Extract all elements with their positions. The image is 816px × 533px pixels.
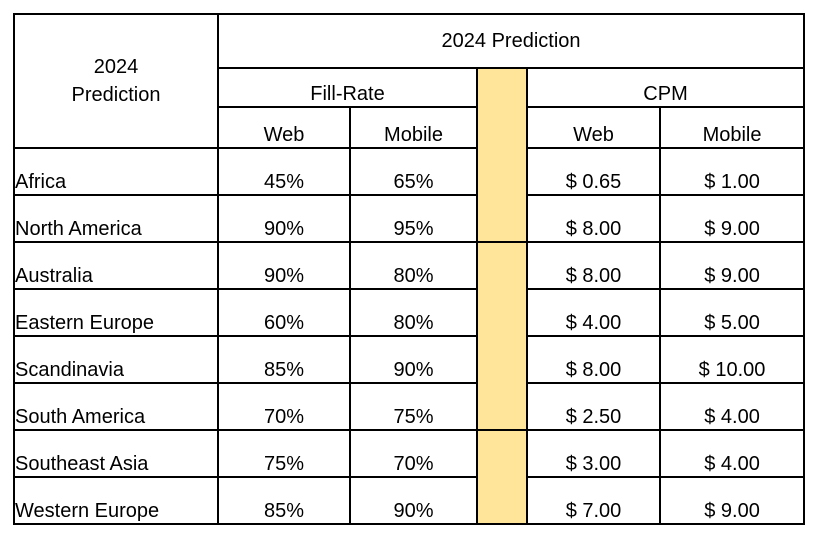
fill-rate-mobile-cell: 80%: [349, 241, 478, 290]
region-cell: Scandinavia: [13, 335, 219, 384]
cpm-mobile-cell: $ 9.00: [658, 241, 806, 290]
cpm-web-cell: $ 7.00: [526, 476, 661, 525]
fill-rate-web-cell: 70%: [217, 382, 351, 431]
fill-rate-web-cell: 90%: [217, 194, 351, 243]
region-cell: Australia: [13, 241, 219, 290]
separator-column-block-2: [476, 241, 528, 431]
fill-rate-mobile-cell: 90%: [349, 335, 478, 384]
region-cell: Southeast Asia: [13, 429, 219, 478]
cpm-web-cell: $ 3.00: [526, 429, 661, 478]
cpm-mobile-cell: $ 10.00: [658, 335, 806, 384]
fill-rate-mobile-cell: 95%: [349, 194, 478, 243]
region-cell: Western Europe: [13, 476, 219, 525]
table-top-header: 2024 Prediction: [216, 13, 806, 69]
cpm-mobile-cell: $ 9.00: [658, 194, 806, 243]
col-header-fill-rate-mobile: Mobile: [349, 106, 478, 149]
table-row: Australia 90% 80% $ 8.00 $ 9.00: [13, 241, 806, 431]
separator-column-block-1: [476, 67, 528, 243]
cpm-web-cell: $ 8.00: [526, 335, 661, 384]
col-header-cpm-mobile: Mobile: [658, 106, 806, 149]
region-cell: Africa: [13, 147, 219, 196]
cpm-web-cell: $ 8.00: [526, 194, 661, 243]
fill-rate-web-cell: 45%: [217, 147, 351, 196]
group-header-fill-rate: Fill-Rate: [217, 67, 478, 108]
table-row: North America 90% 95% $ 8.00 $ 9.00: [13, 194, 806, 243]
fill-rate-mobile-cell: 70%: [349, 429, 478, 478]
cpm-web-cell: $ 8.00: [526, 241, 661, 290]
fill-rate-web-cell: 75%: [217, 429, 351, 478]
prediction-table-container: 2024 Prediction 2024 Prediction Fill-Rat…: [13, 13, 806, 525]
fill-rate-mobile-cell: 75%: [349, 382, 478, 431]
cpm-mobile-cell: $ 1.00: [658, 147, 806, 196]
separator-column-block-3: [476, 429, 528, 525]
corner-title: 2024 Prediction: [13, 13, 219, 149]
cpm-web-cell: $ 2.50: [526, 382, 661, 431]
table-row: Western Europe 85% 90% $ 7.00 $ 9.00: [13, 476, 806, 525]
group-header-cpm: CPM: [525, 67, 806, 108]
table-row: Africa 45% 65% $ 0.65 $ 1.00: [13, 147, 806, 196]
cpm-web-cell: $ 4.00: [526, 288, 661, 337]
region-cell: South America: [13, 382, 219, 431]
region-cell: Eastern Europe: [13, 288, 219, 337]
cpm-mobile-cell: $ 9.00: [658, 476, 806, 525]
col-header-fill-rate-web: Web: [217, 106, 351, 149]
fill-rate-web-cell: 85%: [217, 476, 351, 525]
table-row: Southeast Asia 75% 70% $ 3.00 $ 4.00: [13, 429, 806, 525]
col-header-cpm-web: Web: [526, 106, 661, 149]
cpm-web-cell: $ 0.65: [526, 147, 661, 196]
fill-rate-mobile-cell: 80%: [349, 288, 478, 337]
table-row: Eastern Europe 60% 80% $ 4.00 $ 5.00: [13, 288, 806, 337]
cpm-mobile-cell: $ 4.00: [658, 382, 806, 431]
cpm-mobile-cell: $ 5.00: [658, 288, 806, 337]
fill-rate-mobile-cell: 90%: [349, 476, 478, 525]
prediction-table: 2024 Prediction 2024 Prediction Fill-Rat…: [13, 13, 806, 525]
region-cell: North America: [13, 194, 219, 243]
cpm-mobile-cell: $ 4.00: [658, 429, 806, 478]
fill-rate-web-cell: 90%: [217, 241, 351, 290]
fill-rate-web-cell: 85%: [217, 335, 351, 384]
fill-rate-web-cell: 60%: [217, 288, 351, 337]
table-row: South America 70% 75% $ 2.50 $ 4.00: [13, 382, 806, 431]
fill-rate-mobile-cell: 65%: [349, 147, 478, 196]
table-row: Scandinavia 85% 90% $ 8.00 $ 10.00: [13, 335, 806, 384]
